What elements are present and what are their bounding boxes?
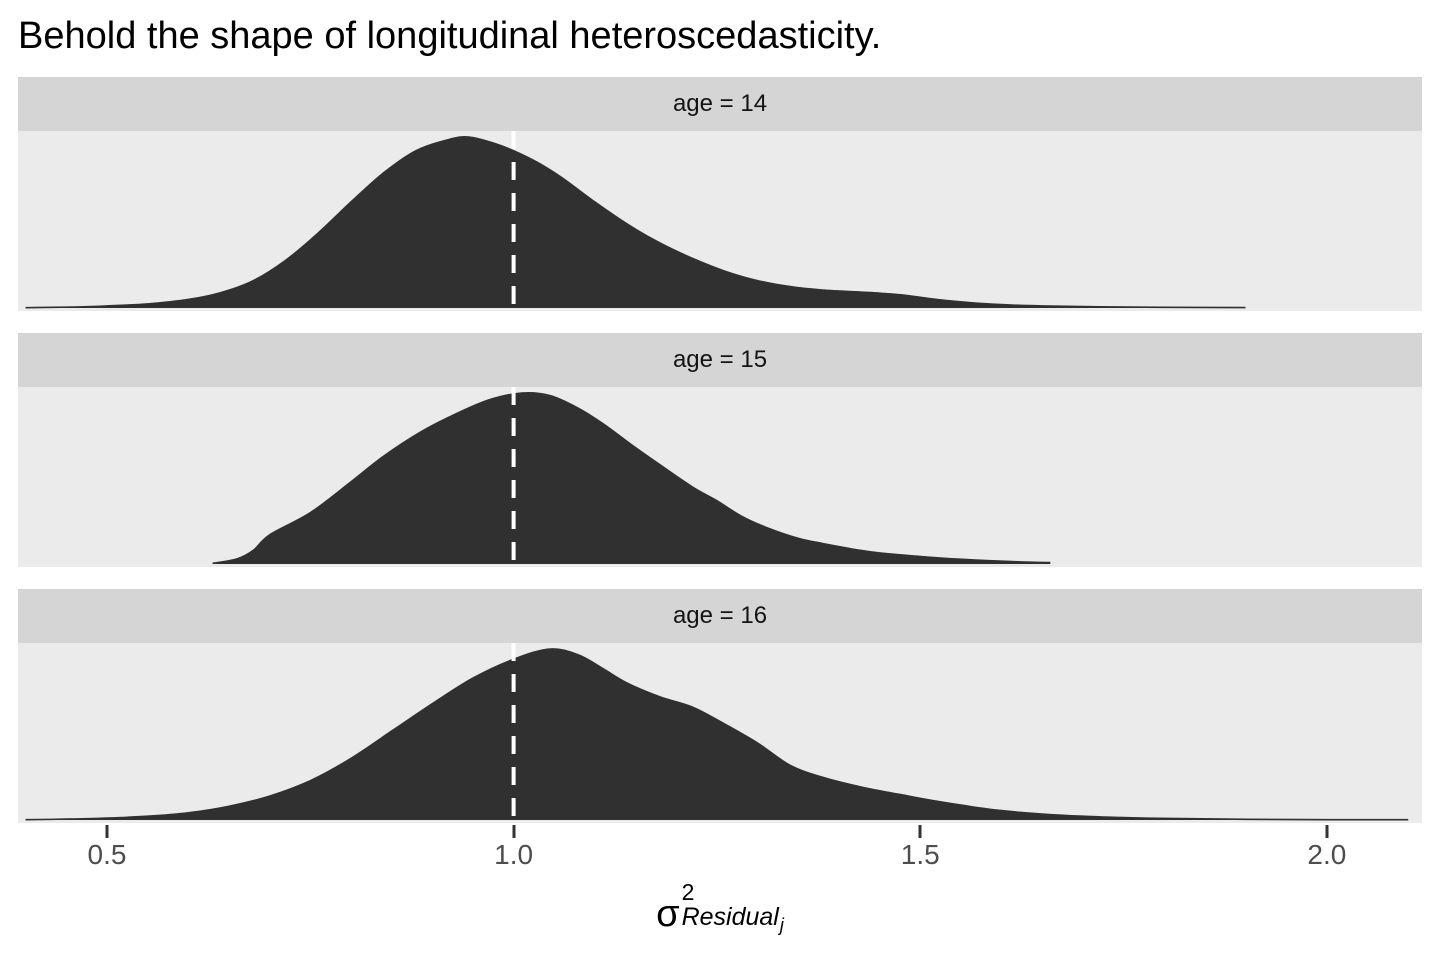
plot-title: Behold the shape of longitudinal heteros…	[18, 15, 882, 57]
facet-age-15: age = 15	[18, 333, 1422, 567]
facet-strip-label: age = 16	[672, 602, 768, 629]
density-area	[25, 648, 1409, 820]
facet-strip: age = 15	[18, 333, 1422, 387]
x-axis-label-subscript-word: Residual	[681, 903, 779, 931]
x-tick	[512, 825, 516, 838]
facet-strip-label: age = 15	[672, 346, 768, 373]
x-axis-label-subsubscript: j	[779, 915, 784, 935]
density-outline	[25, 648, 1409, 821]
density-plot-svg	[212, 387, 1051, 567]
density-outline	[212, 391, 1051, 565]
x-tick	[1325, 825, 1329, 838]
x-axis-ticks	[18, 823, 1422, 838]
x-axis-tick-labels: 0.5 1.0 1.5 2.0	[18, 839, 1422, 871]
facet-strip-label: age = 14	[672, 90, 768, 117]
facet-strip: age = 16	[18, 589, 1422, 643]
density-panel	[18, 131, 1422, 311]
x-axis-label-sigma: σ	[656, 893, 680, 935]
facet-age-14: age = 14	[18, 77, 1422, 311]
facet-age-16: age = 16	[18, 589, 1422, 823]
facet-strip: age = 14	[18, 77, 1422, 131]
x-tick-label: 2.0	[1307, 839, 1347, 870]
density-area	[212, 392, 1051, 564]
density-panel	[18, 643, 1422, 823]
x-axis-label-subscript: Residualj	[681, 903, 784, 935]
x-tick-label: 1.5	[900, 839, 940, 870]
density-outline	[25, 136, 1246, 309]
x-axis-label: σ 2 Residualj	[18, 879, 1422, 935]
density-area	[25, 136, 1246, 308]
density-plot-svg	[25, 643, 1409, 823]
figure: Behold the shape of longitudinal heteros…	[0, 14, 1440, 960]
x-tick	[918, 825, 922, 838]
x-axis-label-superscript: 2	[681, 879, 695, 905]
density-panel	[18, 387, 1422, 567]
x-tick-label: 1.0	[494, 839, 534, 870]
x-tick	[105, 825, 109, 838]
plot-area: age = 14 age = 15	[18, 77, 1422, 823]
x-tick-label: 0.5	[87, 839, 127, 870]
x-axis-label-supsub: 2 Residualj	[681, 879, 784, 935]
density-plot-svg	[25, 131, 1246, 311]
